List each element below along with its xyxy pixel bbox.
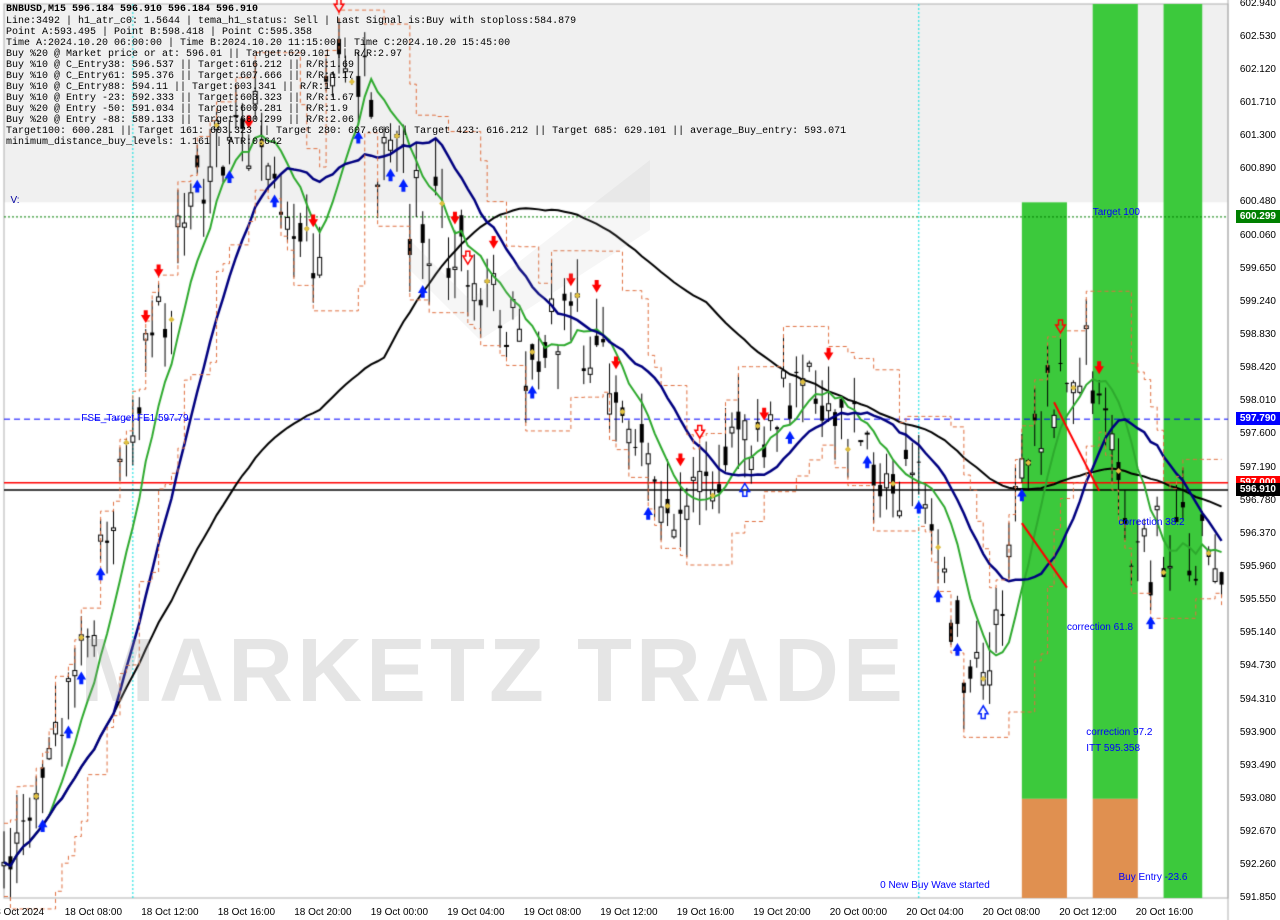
price-badge: 597.790: [1236, 412, 1280, 425]
x-axis-label: 20 Oct 04:00: [906, 907, 963, 918]
x-axis-label: 18 Oct 2024: [0, 907, 44, 918]
chart-annotation: correction 97.2: [1086, 727, 1152, 738]
x-axis-label: 18 Oct 20:00: [294, 907, 351, 918]
y-axis-label: 599.650: [1240, 263, 1276, 274]
chart-annotation: Target 100: [1093, 207, 1140, 218]
y-axis-label: 599.240: [1240, 296, 1276, 307]
chart-annotation: Buy Entry -23.6: [1118, 872, 1187, 883]
y-axis-label: 592.670: [1240, 826, 1276, 837]
x-axis-label: 19 Oct 12:00: [600, 907, 657, 918]
x-axis-label: 20 Oct 16:00: [1136, 907, 1193, 918]
x-axis-label: 20 Oct 08:00: [983, 907, 1040, 918]
y-axis-label: 593.490: [1240, 760, 1276, 771]
info-line: Buy %10 @ C_Entry88: 594.11 || Target:60…: [6, 82, 330, 93]
y-axis-label: 591.850: [1240, 892, 1276, 903]
x-axis-label: 18 Oct 08:00: [65, 907, 122, 918]
x-axis-label: 18 Oct 16:00: [218, 907, 275, 918]
x-axis-label: 19 Oct 16:00: [677, 907, 734, 918]
info-line: Buy %10 @ C_Entry38: 596.537 || Target:6…: [6, 60, 354, 71]
chart-container[interactable]: MARKETZ TRADE BNBUSD,M15 596.184 596.910…: [0, 0, 1280, 920]
info-line: Point A:593.495 | Point B:598.418 | Poin…: [6, 27, 312, 38]
price-badge: 596.910: [1236, 483, 1280, 496]
y-axis-label: 597.190: [1240, 462, 1276, 473]
y-axis-label: 600.480: [1240, 196, 1276, 207]
y-axis-label: 593.080: [1240, 793, 1276, 804]
y-axis-label: 596.780: [1240, 495, 1276, 506]
x-axis-label: 19 Oct 00:00: [371, 907, 428, 918]
info-line: Line:3492 | h1_atr_c0: 1.5644 | tema_h1_…: [6, 16, 576, 27]
y-axis-label: 600.890: [1240, 163, 1276, 174]
info-line: minimum_distance_buy_levels: 1.161 | ATR…: [6, 137, 282, 148]
y-axis-label: 594.310: [1240, 694, 1276, 705]
chart-annotation: correction 61.8: [1067, 622, 1133, 633]
y-axis-label: 602.940: [1240, 0, 1276, 9]
info-line: Time A:2024.10.20 06:00:00 | Time B:2024…: [6, 38, 510, 49]
y-axis-label: 595.960: [1240, 561, 1276, 572]
y-axis-label: 598.420: [1240, 362, 1276, 373]
x-axis-label: 18 Oct 12:00: [141, 907, 198, 918]
info-line: Target100: 600.281 || Target 161: 603.32…: [6, 126, 846, 137]
chart-annotation: ITT 595.358: [1086, 743, 1140, 754]
info-line: Buy %20 @ Entry -50: 591.034 || Target:6…: [6, 104, 348, 115]
y-axis-label: 592.260: [1240, 859, 1276, 870]
x-axis-label: 20 Oct 00:00: [830, 907, 887, 918]
info-line: Buy %20 @ Entry -88: 589.133 || Target:6…: [6, 115, 354, 126]
info-line: Buy %20 @ Market price or at: 596.01 || …: [6, 49, 402, 60]
info-line: Buy %10 @ C_Entry61: 595.376 || Target:6…: [6, 71, 354, 82]
info-line: Buy %10 @ Entry -23: 592.333 || Target:6…: [6, 93, 354, 104]
x-axis-label: 19 Oct 04:00: [447, 907, 504, 918]
y-axis-label: 601.710: [1240, 97, 1276, 108]
symbol-title: BNBUSD,M15 596.184 596.910 596.184 596.9…: [6, 4, 258, 15]
y-axis-label: 597.600: [1240, 428, 1276, 439]
y-axis-label: 595.140: [1240, 627, 1276, 638]
chart-annotation: 0 New Buy Wave started: [880, 880, 990, 891]
price-badge: 600.299: [1236, 210, 1280, 223]
x-axis-label: 20 Oct 12:00: [1059, 907, 1116, 918]
y-axis-label: 600.060: [1240, 230, 1276, 241]
chart-annotation: correction 38.2: [1118, 517, 1184, 528]
x-axis-label: 19 Oct 20:00: [753, 907, 810, 918]
y-axis-label: 596.370: [1240, 528, 1276, 539]
y-axis-label: 598.830: [1240, 329, 1276, 340]
y-axis-label: 594.730: [1240, 660, 1276, 671]
chart-annotation: V:: [10, 195, 19, 206]
y-axis-label: 601.300: [1240, 130, 1276, 141]
chart-annotation: FSE_Target FE1 597.79: [81, 413, 188, 424]
y-axis-label: 598.010: [1240, 395, 1276, 406]
y-axis-label: 602.120: [1240, 64, 1276, 75]
y-axis-label: 595.550: [1240, 594, 1276, 605]
x-axis-label: 19 Oct 08:00: [524, 907, 581, 918]
y-axis-label: 593.900: [1240, 727, 1276, 738]
y-axis-label: 602.530: [1240, 31, 1276, 42]
